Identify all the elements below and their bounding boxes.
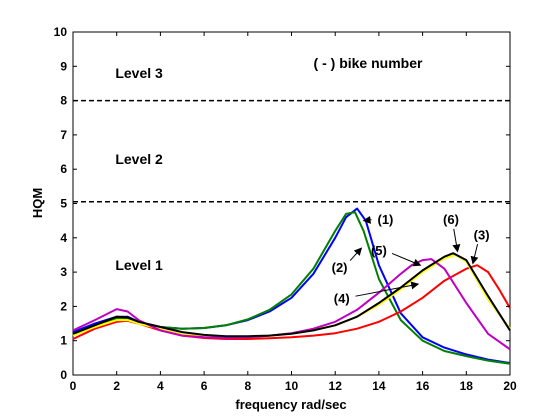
x-tick-label: 0 bbox=[70, 379, 77, 393]
y-tick-label: 2 bbox=[60, 299, 67, 313]
callout-label-2: (2) bbox=[332, 260, 348, 275]
x-tick-label: 6 bbox=[201, 379, 208, 393]
x-tick-label: 18 bbox=[460, 379, 474, 393]
y-tick-label: 9 bbox=[60, 59, 67, 73]
series-line-5 bbox=[72, 258, 511, 351]
callout-label-5: (5) bbox=[371, 243, 387, 258]
series-lines bbox=[72, 207, 511, 365]
series-line-6 bbox=[72, 252, 511, 338]
callout-label-4: (4) bbox=[334, 291, 350, 306]
legend-note: ( - ) bike number bbox=[314, 55, 423, 71]
x-tick-label: 14 bbox=[372, 379, 386, 393]
x-tick-label: 4 bbox=[157, 379, 164, 393]
y-tick-label: 4 bbox=[60, 231, 67, 245]
callout-arrow-5 bbox=[391, 252, 422, 267]
y-tick-label: 3 bbox=[60, 265, 67, 279]
x-tick-label: 10 bbox=[285, 379, 299, 393]
level-labels: Level 3 Level 2 Level 1 bbox=[115, 65, 163, 273]
level-label-3: Level 1 bbox=[115, 257, 163, 273]
plot-area bbox=[72, 31, 511, 376]
level-label-2: Level 2 bbox=[115, 151, 163, 167]
level-label-1: Level 3 bbox=[115, 65, 163, 81]
callout-label-3: (3) bbox=[474, 228, 490, 243]
callout-label-1: (1) bbox=[378, 212, 394, 227]
y-tick-label: 10 bbox=[54, 25, 68, 39]
x-tick-label: 8 bbox=[244, 379, 251, 393]
callout-arrow-2 bbox=[349, 247, 363, 261]
y-tick-label: 1 bbox=[60, 334, 67, 348]
y-tick-label: 7 bbox=[60, 128, 67, 142]
callout-label-6: (6) bbox=[443, 212, 459, 227]
threshold-lines bbox=[73, 99, 510, 203]
x-axis-label: frequency rad/sec bbox=[235, 397, 346, 412]
callout-arrow-6 bbox=[452, 228, 461, 253]
y-tick-label: 0 bbox=[60, 368, 67, 382]
x-tick-label: 12 bbox=[329, 379, 343, 393]
y-tick-label: 5 bbox=[60, 197, 67, 211]
callout-arrow-3 bbox=[470, 243, 479, 265]
x-tick-label: 16 bbox=[416, 379, 430, 393]
callout-arrow-1 bbox=[362, 215, 372, 224]
x-tick-label: 2 bbox=[113, 379, 120, 393]
y-tick-label: 6 bbox=[60, 162, 67, 176]
y-axis-label: HQM bbox=[30, 188, 45, 218]
y-tick-label: 8 bbox=[60, 94, 67, 108]
x-tick-label: 20 bbox=[503, 379, 517, 393]
callouts: (1) (2) (3) (4) (5) (6) bbox=[332, 212, 490, 306]
callout-arrow-4 bbox=[355, 281, 420, 297]
